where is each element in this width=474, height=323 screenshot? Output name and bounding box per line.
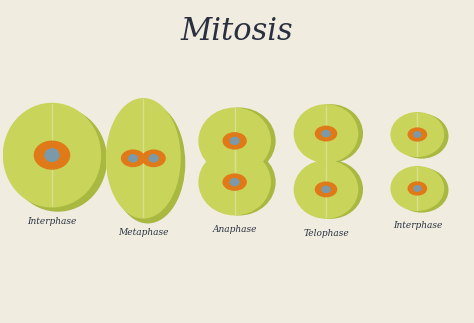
Ellipse shape bbox=[408, 181, 427, 196]
Ellipse shape bbox=[294, 104, 358, 163]
Ellipse shape bbox=[198, 108, 271, 174]
Ellipse shape bbox=[298, 104, 363, 163]
Ellipse shape bbox=[315, 182, 337, 197]
Ellipse shape bbox=[34, 141, 70, 170]
Ellipse shape bbox=[391, 166, 444, 211]
Text: Anaphase: Anaphase bbox=[212, 225, 257, 234]
Text: Interphase: Interphase bbox=[27, 217, 77, 226]
Ellipse shape bbox=[222, 132, 247, 150]
Ellipse shape bbox=[395, 114, 448, 159]
Text: Metaphase: Metaphase bbox=[118, 228, 169, 237]
Ellipse shape bbox=[203, 149, 276, 215]
Ellipse shape bbox=[413, 185, 421, 192]
Ellipse shape bbox=[141, 150, 166, 167]
Ellipse shape bbox=[229, 137, 240, 145]
Ellipse shape bbox=[408, 127, 427, 142]
Ellipse shape bbox=[391, 112, 444, 157]
Ellipse shape bbox=[128, 154, 138, 162]
Ellipse shape bbox=[294, 160, 358, 219]
Ellipse shape bbox=[315, 126, 337, 141]
Ellipse shape bbox=[203, 108, 276, 174]
Ellipse shape bbox=[198, 149, 271, 215]
Text: Mitosis: Mitosis bbox=[181, 16, 293, 47]
Ellipse shape bbox=[395, 168, 448, 213]
Ellipse shape bbox=[148, 154, 159, 162]
Text: Telophase: Telophase bbox=[303, 229, 349, 238]
Ellipse shape bbox=[222, 173, 247, 191]
Ellipse shape bbox=[121, 150, 145, 167]
Ellipse shape bbox=[321, 130, 331, 137]
Ellipse shape bbox=[106, 98, 181, 219]
Ellipse shape bbox=[413, 131, 421, 138]
Ellipse shape bbox=[229, 178, 240, 186]
Ellipse shape bbox=[9, 107, 107, 212]
Ellipse shape bbox=[3, 103, 101, 208]
Ellipse shape bbox=[298, 160, 363, 219]
Ellipse shape bbox=[44, 148, 60, 162]
Ellipse shape bbox=[110, 103, 185, 224]
Text: Interphase: Interphase bbox=[392, 221, 442, 230]
Ellipse shape bbox=[321, 186, 331, 193]
